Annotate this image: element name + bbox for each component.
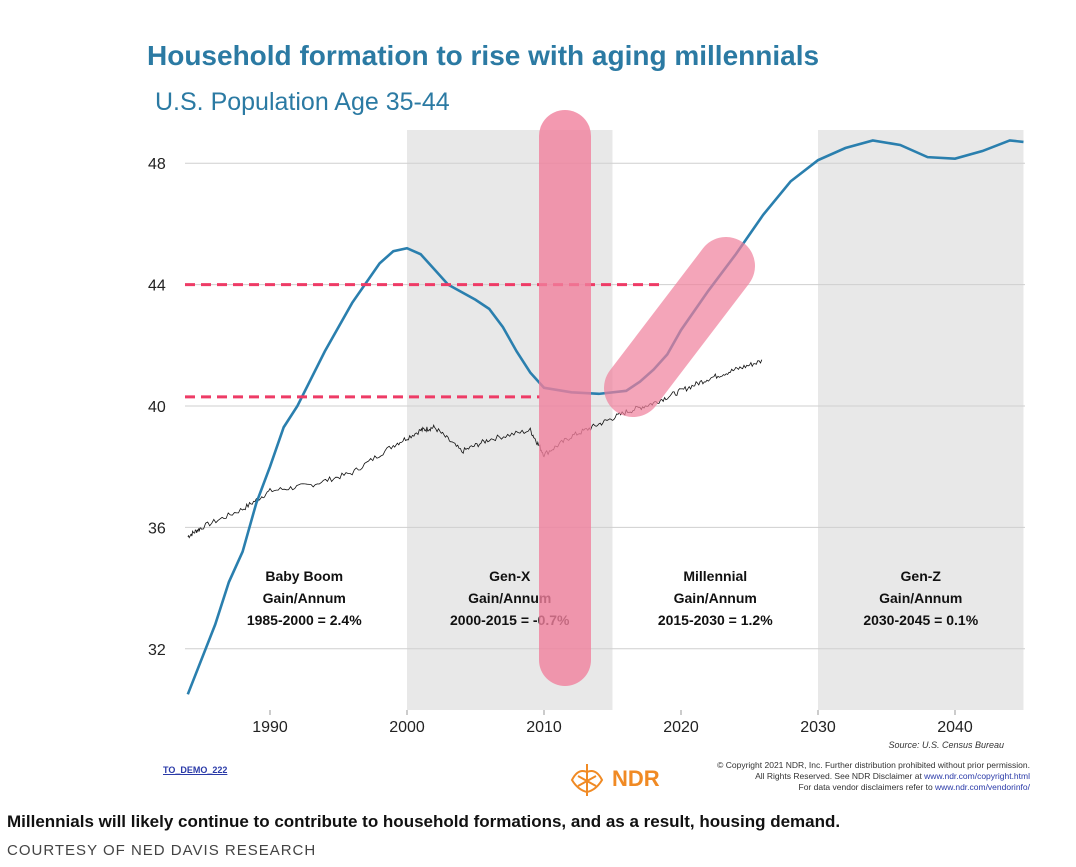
x-tick-label: 2000 — [389, 719, 425, 736]
bull-bear-icon — [570, 764, 604, 796]
y-tick-label: 36 — [148, 520, 166, 537]
highlight-diagonal — [604, 237, 755, 417]
copyright-line: All Rights Reserved. See NDR Disclaimer … — [755, 771, 1030, 781]
copyright-line: For data vendor disclaimers refer to www… — [798, 782, 1031, 792]
chart-subtitle: U.S. Population Age 35-44 — [155, 88, 450, 116]
copyright: © Copyright 2021 NDR, Inc. Further distr… — [717, 760, 1030, 793]
ndr-logo: NDR — [568, 762, 660, 796]
x-tick-label: 2020 — [663, 719, 699, 736]
annotation-text: Gen-Z — [901, 568, 942, 584]
source-note: Source: U.S. Census Bureau — [888, 740, 1004, 750]
copyright-line: © Copyright 2021 NDR, Inc. Further distr… — [717, 760, 1030, 770]
logo-text: NDR — [612, 766, 660, 791]
caption: Millennials will likely continue to cont… — [7, 812, 841, 831]
annotation-text: Millennial — [683, 568, 747, 584]
demo-link[interactable]: TO_DEMO_222 — [163, 765, 228, 775]
series-line-secondary — [187, 359, 763, 539]
credit: COURTESY OF NED DAVIS RESEARCH — [7, 842, 317, 859]
shaded-period — [818, 130, 1024, 710]
x-tick-label: 2010 — [526, 719, 562, 736]
y-tick-label: 32 — [148, 642, 166, 659]
copyright-link[interactable]: www.ndr.com/copyright.html — [924, 771, 1030, 781]
chart: 32 36 40 44 48 1990 2000 2010 2020 2030 2040 Baby B… — [148, 110, 1025, 736]
highlight-vertical — [539, 110, 591, 686]
y-tick-label: 48 — [148, 156, 166, 173]
y-tick-label: 44 — [148, 278, 166, 295]
vendor-link[interactable]: www.ndr.com/vendorinfo/ — [935, 782, 1030, 792]
annotation-text: Gen-X — [489, 568, 531, 584]
annotation-text: Gain/Annum — [468, 590, 551, 606]
x-tick-label: 1990 — [252, 719, 288, 736]
annotation-text: 2030-2045 = 0.1% — [863, 612, 978, 628]
annotation-text: 2015-2030 = 1.2% — [658, 612, 773, 628]
annotation-text: Baby Boom — [265, 568, 343, 584]
annotation-text: Gain/Annum — [263, 590, 346, 606]
chart-title: Household formation to rise with aging m… — [147, 40, 820, 71]
y-tick-label: 40 — [148, 399, 166, 416]
series-line-population — [186, 139, 1024, 695]
annotation-text: Gain/Annum — [879, 590, 962, 606]
x-tick-label: 2030 — [800, 719, 836, 736]
annotation-text: Gain/Annum — [674, 590, 757, 606]
x-tick-label: 2040 — [937, 719, 973, 736]
annotation-text: 1985-2000 = 2.4% — [247, 612, 362, 628]
